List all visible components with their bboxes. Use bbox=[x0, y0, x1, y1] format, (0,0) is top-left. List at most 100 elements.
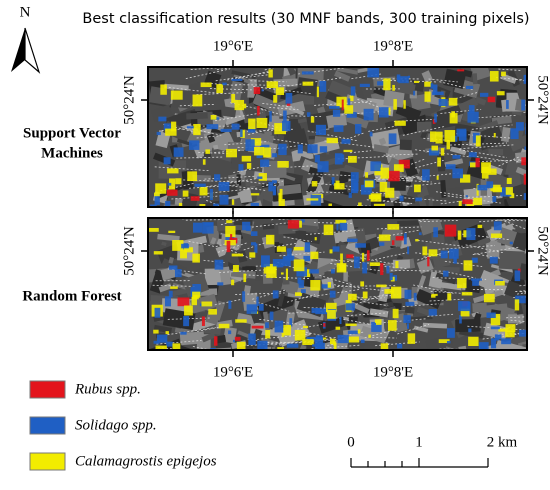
class-patch bbox=[453, 256, 457, 264]
class-patch bbox=[218, 323, 230, 329]
class-patch bbox=[362, 291, 368, 299]
road bbox=[269, 106, 299, 111]
road bbox=[171, 195, 226, 200]
class-patch bbox=[397, 343, 403, 349]
class-patch bbox=[388, 170, 400, 182]
class-patch bbox=[468, 152, 477, 158]
class-patch bbox=[448, 97, 458, 106]
class-patch bbox=[405, 301, 415, 306]
imagery-patch bbox=[220, 106, 237, 118]
road bbox=[514, 78, 527, 82]
imagery-patch bbox=[472, 302, 488, 313]
road bbox=[321, 344, 362, 349]
class-patch bbox=[193, 222, 203, 233]
class-patch bbox=[334, 183, 345, 190]
class-patch bbox=[523, 193, 527, 200]
class-patch bbox=[319, 80, 327, 92]
road bbox=[314, 222, 355, 224]
class-patch bbox=[370, 193, 382, 202]
road bbox=[443, 270, 476, 279]
imagery bbox=[148, 218, 527, 350]
imagery-patch bbox=[383, 228, 403, 247]
class-patch bbox=[228, 300, 232, 309]
class-patch bbox=[452, 155, 461, 159]
imagery-patch bbox=[433, 290, 448, 302]
class-patch bbox=[261, 89, 264, 92]
class-patch bbox=[234, 99, 245, 111]
panel-frame bbox=[147, 66, 528, 208]
class-patch bbox=[391, 240, 395, 246]
legend-swatch bbox=[29, 416, 66, 435]
class-patch bbox=[470, 278, 482, 281]
class-patch bbox=[347, 330, 359, 335]
road bbox=[357, 98, 385, 110]
imagery-patch bbox=[334, 70, 351, 82]
class-patch bbox=[214, 259, 224, 270]
class-patch bbox=[187, 171, 198, 182]
class-patch bbox=[505, 187, 513, 195]
class-patch bbox=[329, 290, 336, 298]
class-patch bbox=[447, 293, 452, 301]
class-patch bbox=[493, 132, 496, 138]
longitude-label: 19°8'E bbox=[373, 38, 413, 54]
road bbox=[429, 298, 464, 302]
class-patch bbox=[488, 349, 500, 350]
imagery-patch bbox=[274, 340, 296, 350]
imagery-patch bbox=[355, 227, 367, 244]
road bbox=[397, 323, 430, 335]
class-patch bbox=[183, 315, 190, 327]
class-patch bbox=[222, 82, 227, 86]
class-patch bbox=[436, 175, 439, 180]
class-patch bbox=[272, 153, 277, 158]
class-patch bbox=[407, 333, 416, 344]
road bbox=[197, 326, 221, 332]
road bbox=[435, 191, 468, 197]
class-patch bbox=[274, 123, 287, 135]
latitude-label: 50°24'N bbox=[121, 226, 137, 276]
class-patch bbox=[303, 325, 309, 329]
class-patch bbox=[462, 199, 473, 205]
class-patch bbox=[346, 254, 354, 259]
class-patch bbox=[514, 270, 521, 282]
class-patch bbox=[226, 220, 233, 224]
road bbox=[374, 206, 377, 207]
class-patch bbox=[282, 256, 291, 267]
road bbox=[333, 284, 392, 292]
class-patch bbox=[165, 201, 171, 207]
class-patch bbox=[150, 204, 157, 207]
road bbox=[406, 182, 442, 188]
class-patch bbox=[432, 119, 436, 124]
road bbox=[244, 274, 270, 277]
class-patch bbox=[515, 122, 524, 131]
road bbox=[286, 165, 314, 168]
class-patch bbox=[248, 118, 256, 130]
imagery-patch bbox=[186, 112, 208, 120]
imagery-patch bbox=[276, 183, 302, 196]
class-patch bbox=[501, 71, 506, 77]
class-patch bbox=[335, 326, 341, 330]
class-patch bbox=[256, 154, 263, 159]
class-patch bbox=[243, 103, 247, 109]
class-patch bbox=[153, 340, 160, 344]
class-patch bbox=[186, 126, 194, 129]
class-patch bbox=[306, 112, 311, 117]
road bbox=[347, 312, 388, 317]
class-patch bbox=[510, 128, 519, 140]
class-patch bbox=[475, 158, 480, 168]
class-patch bbox=[445, 164, 456, 170]
class-patch bbox=[427, 256, 430, 267]
road bbox=[418, 218, 437, 222]
class-patch bbox=[433, 227, 438, 238]
class-patch bbox=[279, 188, 283, 200]
class-patch bbox=[165, 331, 169, 335]
class-patch bbox=[226, 148, 238, 158]
class-patch bbox=[418, 232, 422, 236]
longitude-label: 19°6'E bbox=[213, 364, 253, 380]
road bbox=[217, 242, 249, 253]
road bbox=[262, 180, 283, 188]
class-patch bbox=[428, 309, 437, 316]
class-patch bbox=[199, 187, 208, 196]
class-patch bbox=[180, 331, 187, 335]
class-patch bbox=[269, 311, 274, 321]
